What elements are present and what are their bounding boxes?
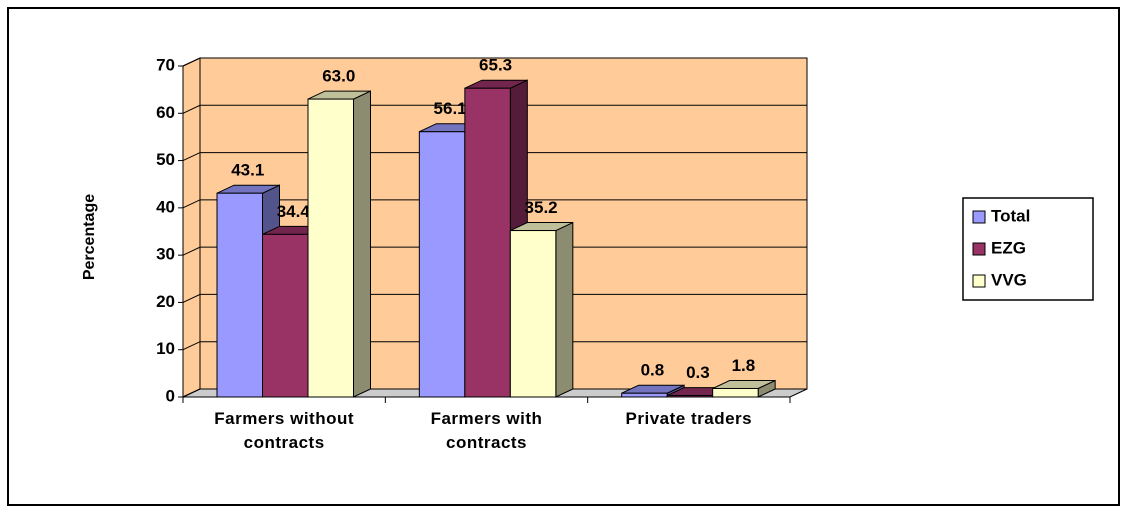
grid-line	[182, 388, 807, 398]
bar	[712, 387, 759, 398]
bar-side	[353, 90, 371, 398]
value-label: 0.3	[686, 363, 710, 382]
legend-swatch	[972, 274, 986, 288]
y-tick-label: 70	[156, 55, 175, 74]
grid-line	[182, 199, 807, 209]
grid-line	[182, 341, 807, 351]
legend-swatch	[972, 242, 986, 256]
bar	[418, 131, 466, 398]
bar	[307, 98, 354, 398]
value-label: 63.0	[322, 67, 355, 86]
bar	[216, 192, 263, 398]
value-label: 43.1	[231, 161, 264, 180]
y-tick-label: 60	[156, 103, 175, 122]
value-label: 1.8	[732, 356, 756, 375]
y-tick-label: 40	[156, 197, 175, 216]
x-tick-label: Farmers with contracts	[430, 409, 543, 452]
x-tick-label: Private traders	[625, 409, 753, 428]
y-axis-label: Percentage	[81, 194, 98, 280]
y-tick-label: 10	[156, 339, 175, 358]
value-label: 35.2	[525, 198, 558, 217]
grid-line	[182, 293, 807, 303]
bar	[509, 230, 557, 398]
value-label: 65.3	[479, 56, 512, 75]
bar	[621, 392, 668, 398]
y-tick-label: 0	[166, 386, 175, 405]
grid-line	[182, 104, 807, 114]
bar	[464, 87, 511, 398]
legend-label: VVG	[991, 270, 1027, 289]
grid-line	[182, 246, 807, 256]
value-label: 0.8	[641, 361, 665, 380]
bar	[666, 395, 714, 398]
grid-line	[182, 152, 807, 162]
legend-label: EZG	[991, 238, 1026, 257]
value-label: 34.4	[277, 202, 311, 221]
grid-line	[182, 57, 807, 67]
legend-label: Total	[991, 206, 1030, 225]
bar-side	[555, 221, 574, 398]
value-label: 56.1	[434, 99, 467, 118]
legend-swatch	[972, 210, 986, 224]
y-tick-label: 50	[156, 150, 175, 169]
x-tick-label: Farmers without contracts	[214, 409, 355, 452]
bar	[262, 233, 309, 398]
y-tick-label: 20	[156, 292, 175, 311]
y-tick-label: 30	[156, 245, 175, 264]
